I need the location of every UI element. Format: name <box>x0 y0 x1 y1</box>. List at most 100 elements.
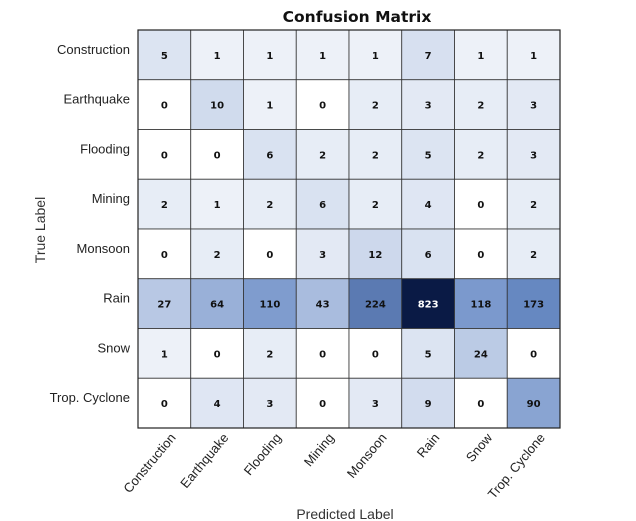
heatmap-cell <box>348 377 403 429</box>
cell-value-label: 2 <box>266 349 273 360</box>
heatmap-cell <box>401 129 455 180</box>
cell-value-label: 5 <box>161 51 168 62</box>
cell-value-label: 3 <box>266 399 273 410</box>
heatmap-cell <box>506 228 561 280</box>
cell-value-label: 3 <box>372 399 379 410</box>
heatmap-cell <box>295 29 350 81</box>
cell-value-label: 64 <box>210 300 224 311</box>
cell-value-label: 0 <box>319 349 326 360</box>
chart-title: Confusion Matrix <box>283 8 432 26</box>
heatmap-cell <box>137 29 192 81</box>
cell-value-label: 0 <box>161 101 168 112</box>
cell-value-label: 1 <box>266 51 273 62</box>
y-axis-label: True Label <box>32 197 48 263</box>
y-tick-label: Earthquake <box>64 92 131 107</box>
cell-value-label: 0 <box>477 250 484 261</box>
y-tick-label: Flooding <box>80 141 130 156</box>
cell-value-label: 0 <box>477 200 484 211</box>
cell-value-label: 10 <box>210 101 224 112</box>
x-tick-label: Snow <box>463 430 496 465</box>
heatmap-cell <box>243 278 297 329</box>
heatmap-cell <box>506 377 561 429</box>
cell-value-label: 43 <box>316 300 330 311</box>
heatmap-cell-labels: 5 1 1 1 1 7 1 10 10 1 0 2 3 2 30 0 6 2 2 5 2 32 1 2 6 2 4 0 20 2 0 3 12 6… <box>157 51 544 410</box>
cell-value-label: 1 <box>530 51 537 62</box>
cell-value-label: 173 <box>523 300 544 311</box>
heatmap-cell <box>506 29 561 81</box>
cell-value-label: 27 <box>157 300 171 311</box>
y-tick-label: Rain <box>103 291 130 306</box>
heatmap-cell <box>348 129 403 180</box>
cell-value-label: 823 <box>418 300 439 311</box>
heatmap-cell <box>348 278 403 329</box>
heatmap-cell <box>454 228 508 280</box>
cell-value-label: 2 <box>372 150 379 161</box>
cell-value-label: 6 <box>266 150 273 161</box>
heatmap-cell <box>190 129 244 180</box>
cell-value-label: 1 <box>372 51 379 62</box>
heatmap-cell <box>401 278 455 329</box>
heatmap-cell <box>454 129 508 180</box>
cell-value-label: 1 <box>161 349 168 360</box>
heatmap-cell <box>506 79 561 130</box>
cell-value-label: 0 <box>319 399 326 410</box>
heatmap-cell <box>295 79 350 130</box>
heatmap-cell <box>454 278 508 329</box>
cell-value-label: 4 <box>425 200 432 211</box>
cell-value-label: 0 <box>161 399 168 410</box>
cell-value-label: 0 <box>319 101 326 112</box>
heatmap-cell <box>348 328 403 379</box>
heatmap-cell <box>190 79 244 130</box>
heatmap-cell <box>454 328 508 379</box>
heatmap-cell <box>401 328 455 379</box>
cell-value-label: 4 <box>214 399 221 410</box>
cell-value-label: 0 <box>372 349 379 360</box>
cell-value-label: 90 <box>527 399 541 410</box>
cell-value-label: 0 <box>530 349 537 360</box>
cell-value-label: 224 <box>365 300 386 311</box>
cell-value-label: 6 <box>425 250 432 261</box>
y-tick-label: Trop. Cyclone <box>50 390 130 405</box>
heatmap-cell <box>506 278 561 329</box>
heatmap-cell <box>243 178 297 230</box>
cell-value-label: 24 <box>474 349 488 360</box>
heatmap-cell <box>348 228 403 280</box>
cell-value-label: 118 <box>470 300 491 311</box>
heatmap-cell <box>454 178 508 230</box>
cell-value-label: 0 <box>214 349 221 360</box>
heatmap-cell <box>190 328 244 379</box>
heatmap-cell <box>190 29 244 81</box>
x-tick-label: Earthquake <box>177 430 231 491</box>
cell-value-label: 3 <box>530 150 537 161</box>
heatmap-cells <box>137 29 561 429</box>
cell-value-label: 2 <box>214 250 221 261</box>
heatmap-cell <box>401 29 455 81</box>
cell-value-label: 2 <box>161 200 168 211</box>
heatmap-cell <box>295 129 350 180</box>
heatmap-cell <box>348 178 403 230</box>
y-tick-label: Construction <box>57 42 130 57</box>
heatmap-cell <box>401 79 455 130</box>
cell-value-label: 2 <box>372 101 379 112</box>
cell-value-label: 0 <box>161 150 168 161</box>
heatmap-cell <box>137 178 192 230</box>
heatmap-cell <box>137 328 192 379</box>
x-tick-label: Mining <box>301 430 337 469</box>
cell-value-label: 2 <box>266 200 273 211</box>
heatmap-cell <box>295 178 350 230</box>
x-tick-label: Rain <box>414 430 443 460</box>
y-tick-labels: Construction Earthquake Flooding Mining Mons… <box>50 42 131 405</box>
cell-value-label: 9 <box>425 399 432 410</box>
heatmap-border <box>137 29 561 429</box>
cell-value-label: 2 <box>477 150 484 161</box>
cell-value-label: 3 <box>319 250 326 261</box>
heatmap-cell <box>295 228 350 280</box>
cell-value-label: 2 <box>477 101 484 112</box>
cell-value-label: 1 <box>319 51 326 62</box>
cell-value-label: 12 <box>368 250 382 261</box>
cell-value-label: 0 <box>161 250 168 261</box>
x-tick-label: Monsoon <box>344 430 390 481</box>
cell-value-label: 6 <box>319 200 326 211</box>
